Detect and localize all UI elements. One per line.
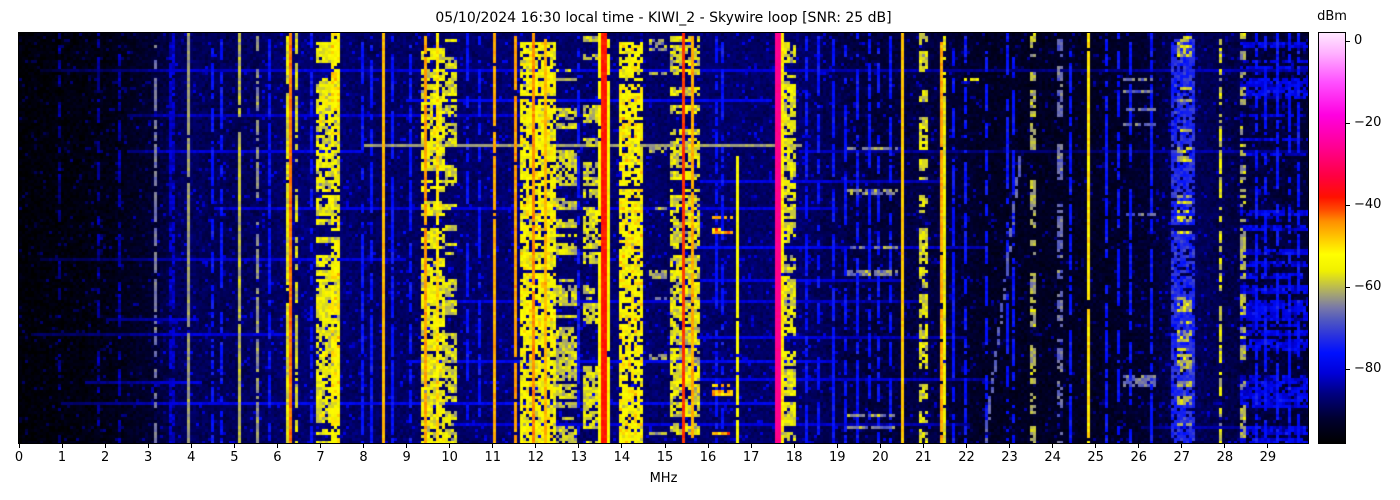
x-tick-label: 16 [699,450,717,465]
x-tick-mark [449,444,451,448]
x-tick-mark [793,444,795,448]
x-tick-label: 26 [1130,450,1148,465]
x-tick-label: 3 [144,450,153,465]
colorbar-tick-mark [1346,204,1350,206]
x-tick-mark [104,444,106,448]
x-tick-label: 19 [828,450,846,465]
x-tick-mark [965,444,967,448]
x-tick-mark [233,444,235,448]
x-tick-mark [1224,444,1226,448]
x-tick-mark [276,444,278,448]
waterfall-heatmap [19,33,1308,443]
x-tick-mark [1138,444,1140,448]
colorbar-tick-label: −20 [1354,115,1382,131]
x-tick-label: 22 [958,450,975,465]
colorbar-tick-mark [1346,286,1350,288]
x-tick-mark [406,444,408,448]
x-tick-label: 27 [1173,450,1191,465]
x-tick-mark [363,444,365,448]
x-tick-label: 11 [484,450,502,465]
x-tick-label: 1 [57,450,67,465]
x-tick-mark [750,444,752,448]
x-tick-label: 7 [316,450,325,465]
x-tick-mark [1181,444,1183,448]
x-tick-label: 21 [915,450,932,465]
x-tick-label: 25 [1087,450,1104,465]
plot-title: 05/10/2024 16:30 local time - KIWI_2 - S… [435,10,892,26]
x-tick-mark [1095,444,1097,448]
x-tick-label: 12 [527,450,545,465]
x-tick-mark [1009,444,1011,448]
x-axis-label: MHz [649,471,678,486]
x-tick-label: 13 [570,450,588,465]
x-tick-mark [319,444,321,448]
x-tick-label: 5 [230,450,239,465]
x-tick-label: 20 [872,450,889,465]
colorbar-tick-label: −80 [1354,361,1382,377]
x-tick-label: 4 [187,450,196,465]
colorbar-unit-label: dBm [1317,9,1347,24]
x-tick-mark [190,444,192,448]
colorbar-gradient [1319,33,1345,443]
x-tick-mark [1267,444,1269,448]
x-tick-label: 10 [441,450,458,465]
x-tick-label: 24 [1044,450,1061,465]
x-tick-label: 0 [14,450,24,465]
x-tick-label: 2 [100,450,110,465]
x-tick-label: 23 [1001,450,1018,465]
x-tick-mark [922,444,924,448]
x-tick-label: 15 [656,450,674,465]
x-tick-label: 6 [273,450,282,465]
x-tick-mark [535,444,537,448]
x-tick-mark [879,444,881,448]
x-tick-mark [836,444,838,448]
x-tick-mark [1052,444,1054,448]
x-tick-mark [578,444,580,448]
x-tick-label: 14 [613,450,631,465]
colorbar-tick-label: −40 [1354,197,1382,213]
x-tick-mark [664,444,666,448]
x-tick-mark [621,444,623,448]
colorbar-tick-mark [1346,368,1350,370]
x-tick-label: 17 [742,450,760,465]
x-tick-label: 28 [1216,450,1234,465]
x-tick-mark [492,444,494,448]
x-tick-label: 29 [1259,450,1277,465]
colorbar-tick-mark [1346,122,1350,124]
x-tick-mark [61,444,63,448]
x-tick-label: 9 [402,450,411,465]
x-tick-mark [147,444,149,448]
colorbar-tick-label: 0 [1354,33,1363,49]
x-tick-label: 18 [785,450,803,465]
colorbar-tick-label: −60 [1354,279,1382,295]
x-tick-mark [707,444,709,448]
x-tick-label: 8 [359,450,368,465]
x-tick-mark [18,444,20,448]
colorbar-tick-mark [1346,40,1350,42]
